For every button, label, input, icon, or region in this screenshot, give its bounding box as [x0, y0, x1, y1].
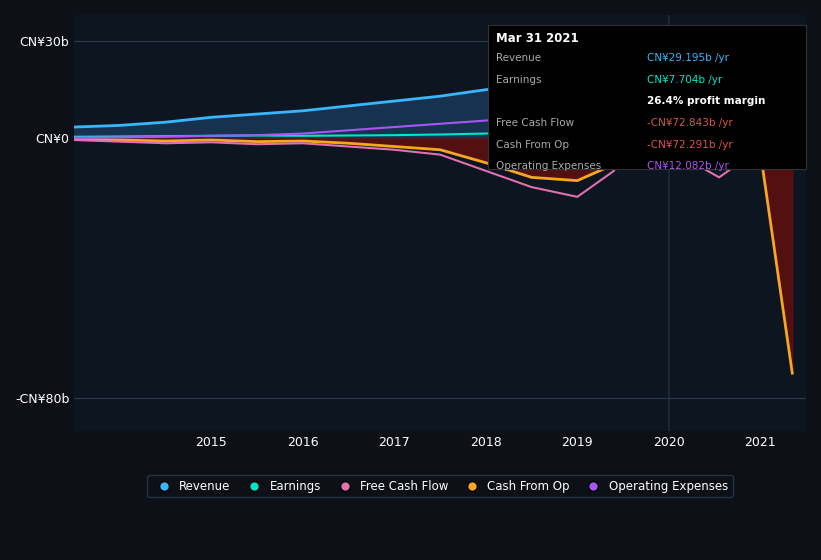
Text: Free Cash Flow: Free Cash Flow	[497, 118, 575, 128]
Text: Mar 31 2021: Mar 31 2021	[497, 31, 579, 45]
Text: 26.4% profit margin: 26.4% profit margin	[647, 96, 765, 106]
Text: Operating Expenses: Operating Expenses	[497, 161, 602, 171]
Text: -CN¥72.843b /yr: -CN¥72.843b /yr	[647, 118, 732, 128]
Text: CN¥29.195b /yr: CN¥29.195b /yr	[647, 53, 729, 63]
Text: CN¥12.082b /yr: CN¥12.082b /yr	[647, 161, 729, 171]
Text: -CN¥72.291b /yr: -CN¥72.291b /yr	[647, 139, 732, 150]
Text: Cash From Op: Cash From Op	[497, 139, 570, 150]
Text: Earnings: Earnings	[497, 75, 542, 85]
FancyBboxPatch shape	[488, 25, 806, 169]
Text: CN¥7.704b /yr: CN¥7.704b /yr	[647, 75, 722, 85]
Legend: Revenue, Earnings, Free Cash Flow, Cash From Op, Operating Expenses: Revenue, Earnings, Free Cash Flow, Cash …	[148, 475, 733, 497]
Text: Revenue: Revenue	[497, 53, 542, 63]
